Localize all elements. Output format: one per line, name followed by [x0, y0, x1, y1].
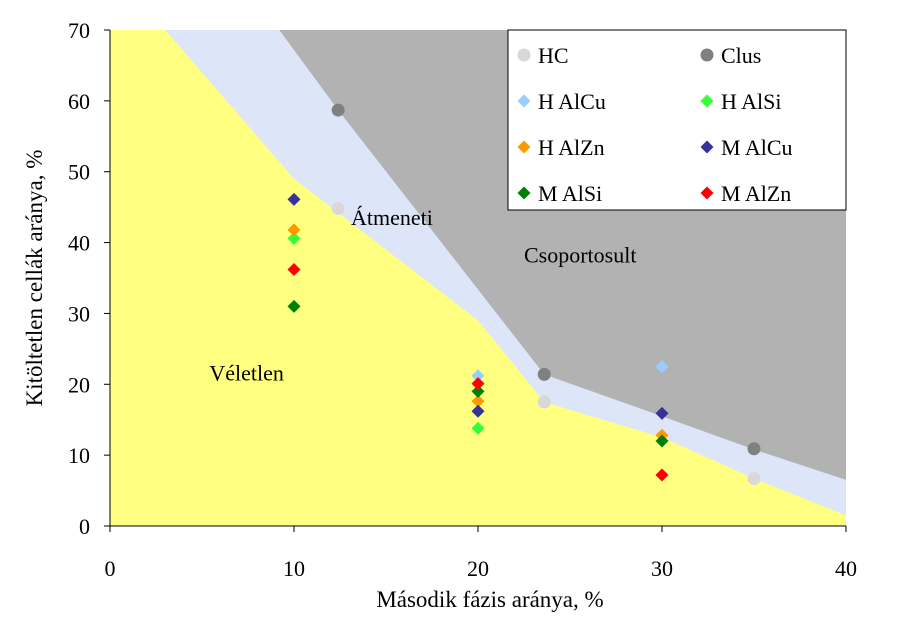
point-m-alcu — [287, 192, 301, 206]
series-clus — [331, 103, 761, 456]
point-m-alzn — [655, 468, 669, 482]
legend-marker-m-alcu — [700, 140, 714, 154]
point-h-alzn — [287, 223, 301, 237]
y-tick-label: 70 — [68, 18, 90, 43]
point-clus — [537, 367, 551, 381]
series-m-alsi — [287, 299, 669, 448]
x-tick-label: 20 — [467, 556, 489, 581]
point-h-alzn — [471, 394, 485, 408]
point-hc — [331, 202, 345, 216]
series-m-alzn — [287, 262, 669, 482]
point-m-alcu — [471, 404, 485, 418]
y-tick-label: 0 — [79, 514, 90, 539]
region-labels: Átmeneti Csoportosult Véletlen — [209, 205, 636, 386]
legend-marker-m-alsi — [517, 186, 531, 200]
legend-marker-m-alzn — [700, 186, 714, 200]
legend: HC Clus H AlCu H AlSi H AlZn M AlCu M AlSi M Al… — [507, 29, 847, 211]
point-clus — [331, 103, 345, 117]
legend-marker-h-alzn — [517, 140, 531, 154]
point-m-alzn — [471, 377, 485, 391]
region-label-veletlen: Véletlen — [209, 361, 284, 386]
point-m-alcu — [655, 406, 669, 420]
legend-label-h-alsi: H AlSi — [721, 89, 782, 114]
legend-label-m-alsi: M AlSi — [538, 181, 602, 206]
point-m-alsi — [655, 434, 669, 448]
legend-label-m-alcu: M AlCu — [721, 135, 793, 160]
axes: 0 10 20 30 40 0 10 20 30 40 50 60 70 — [68, 18, 857, 581]
point-h-alsi — [471, 421, 485, 435]
legend-marker-clus — [700, 48, 714, 62]
legend-label-m-alzn: M AlZn — [721, 181, 791, 206]
series-m-alcu — [287, 192, 669, 420]
point-h-alsi — [287, 231, 301, 245]
y-tick-label: 60 — [68, 89, 90, 114]
legend-marker-hc — [517, 48, 531, 62]
y-tick-label: 20 — [68, 372, 90, 397]
point-m-alsi — [471, 384, 485, 398]
x-tick-label: 40 — [835, 556, 857, 581]
point-h-alcu — [655, 360, 669, 374]
y-tick-label: 30 — [68, 301, 90, 326]
point-m-alzn — [287, 262, 301, 276]
legend-label-clus: Clus — [721, 43, 761, 68]
y-tick-label: 40 — [68, 231, 90, 256]
point-clus — [747, 442, 761, 456]
legend-label-hc: HC — [538, 43, 569, 68]
region-label-csoportosult: Csoportosult — [524, 242, 636, 267]
x-tick-label: 10 — [283, 556, 305, 581]
x-tick-label: 30 — [651, 556, 673, 581]
region-label-atmeneti: Átmeneti — [351, 205, 433, 230]
x-tick-label: 0 — [105, 556, 116, 581]
x-axis-title: Második fázis aránya, % — [376, 587, 603, 612]
legend-box — [507, 29, 847, 211]
series-h-alsi — [287, 231, 485, 435]
y-tick-label: 50 — [68, 160, 90, 185]
legend-label-h-alcu: H AlCu — [538, 89, 606, 114]
region-veletlen — [110, 30, 846, 526]
point-hc — [747, 472, 761, 486]
series-h-alcu — [471, 360, 669, 383]
series-hc — [331, 202, 761, 486]
point-h-alcu — [471, 369, 485, 383]
y-tick-label: 10 — [68, 443, 90, 468]
legend-marker-h-alcu — [517, 94, 531, 108]
legend-label-h-alzn: H AlZn — [538, 135, 605, 160]
point-hc — [537, 395, 551, 409]
legend-marker-h-alsi — [700, 94, 714, 108]
point-m-alsi — [287, 299, 301, 313]
y-axis-title: Kitöltetlen cellák aránya, % — [22, 150, 47, 407]
data-points — [287, 103, 761, 486]
